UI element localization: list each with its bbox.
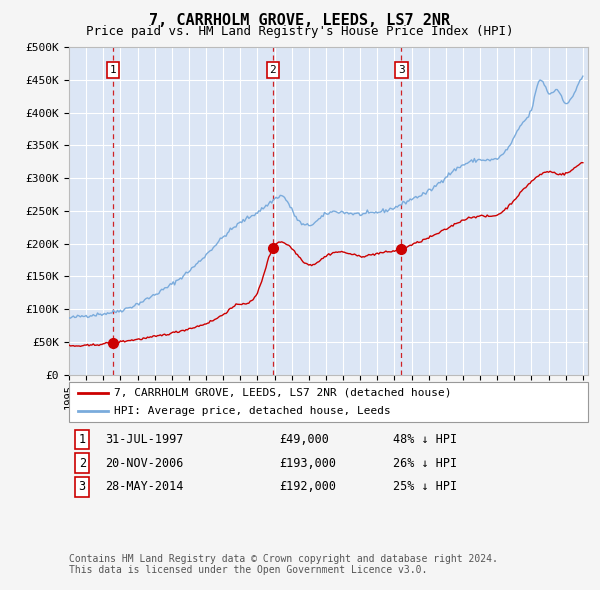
Text: Contains HM Land Registry data © Crown copyright and database right 2024.
This d: Contains HM Land Registry data © Crown c…: [69, 553, 498, 575]
Text: 1: 1: [79, 433, 86, 446]
Text: £49,000: £49,000: [279, 433, 329, 446]
Text: 3: 3: [79, 480, 86, 493]
Text: 2: 2: [269, 65, 276, 75]
Text: 26% ↓ HPI: 26% ↓ HPI: [393, 457, 457, 470]
Text: 1: 1: [110, 65, 116, 75]
Text: 28-MAY-2014: 28-MAY-2014: [105, 480, 184, 493]
Text: 7, CARRHOLM GROVE, LEEDS, LS7 2NR: 7, CARRHOLM GROVE, LEEDS, LS7 2NR: [149, 13, 451, 28]
Text: 2: 2: [79, 457, 86, 470]
Text: 20-NOV-2006: 20-NOV-2006: [105, 457, 184, 470]
Text: 25% ↓ HPI: 25% ↓ HPI: [393, 480, 457, 493]
Text: Price paid vs. HM Land Registry's House Price Index (HPI): Price paid vs. HM Land Registry's House …: [86, 25, 514, 38]
Text: 3: 3: [398, 65, 405, 75]
Text: 31-JUL-1997: 31-JUL-1997: [105, 433, 184, 446]
Text: 7, CARRHOLM GROVE, LEEDS, LS7 2NR (detached house): 7, CARRHOLM GROVE, LEEDS, LS7 2NR (detac…: [114, 388, 452, 398]
Text: HPI: Average price, detached house, Leeds: HPI: Average price, detached house, Leed…: [114, 405, 391, 415]
Text: £192,000: £192,000: [279, 480, 336, 493]
Text: £193,000: £193,000: [279, 457, 336, 470]
Text: 48% ↓ HPI: 48% ↓ HPI: [393, 433, 457, 446]
